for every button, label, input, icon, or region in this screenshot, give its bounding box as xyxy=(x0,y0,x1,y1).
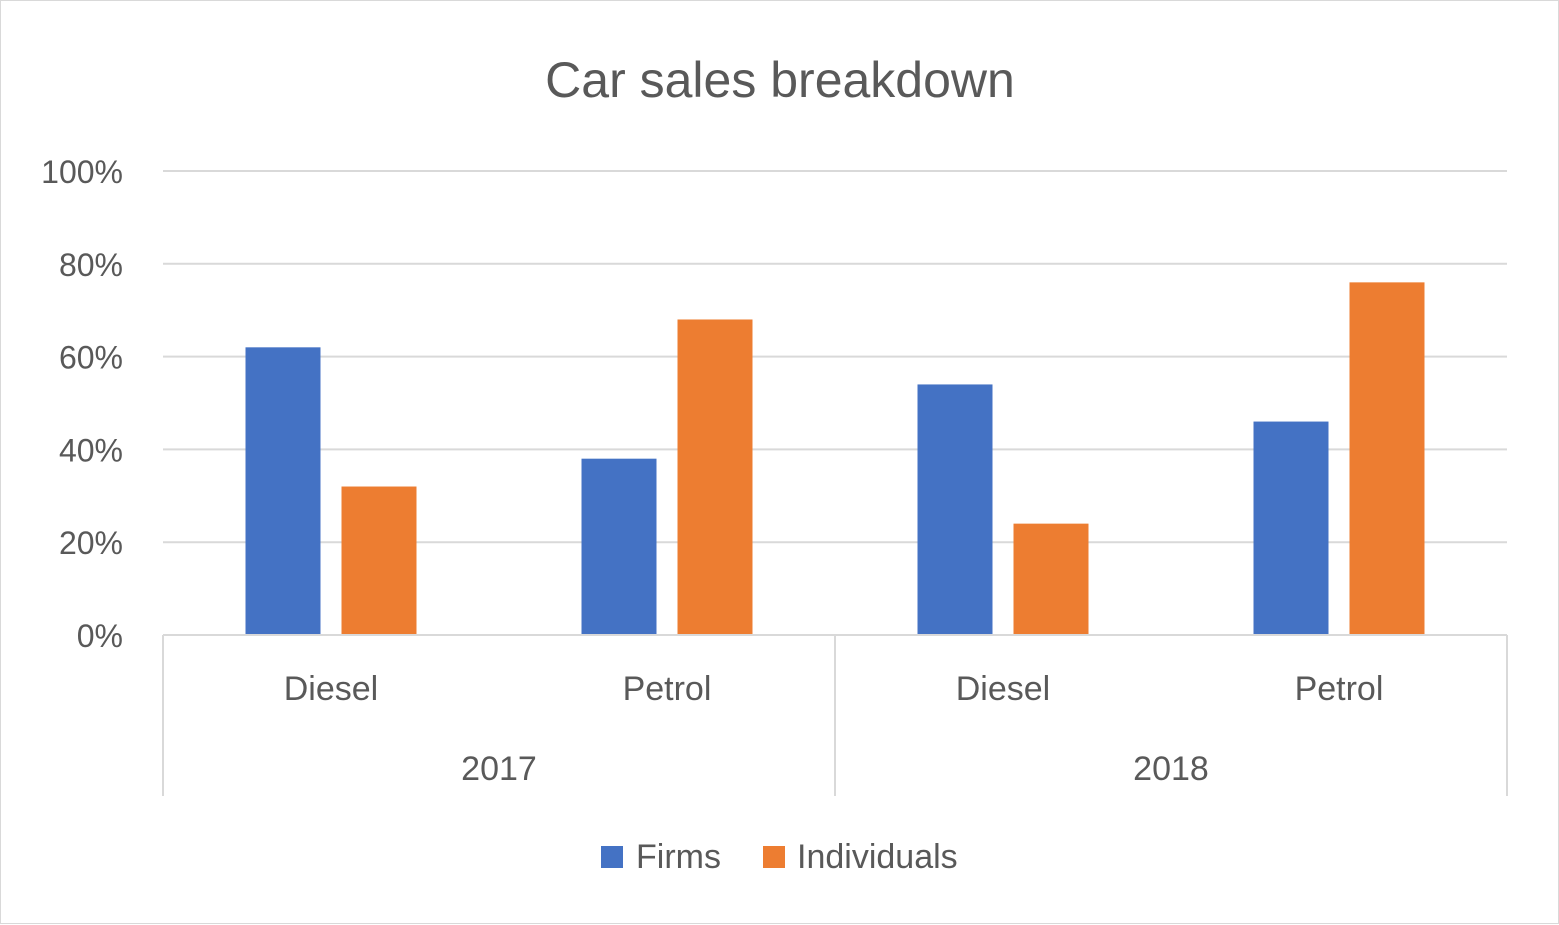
y-tick-label: 20% xyxy=(59,525,123,561)
y-axis-ticks: 0% 20% 40% 60% 80% 100% xyxy=(41,154,123,654)
legend-label-individuals: Individuals xyxy=(797,838,958,876)
bars xyxy=(245,282,1425,635)
y-tick-label: 0% xyxy=(77,618,123,654)
legend-swatch-firms xyxy=(601,846,623,868)
bar-individuals xyxy=(677,319,753,635)
bar-individuals xyxy=(1349,282,1425,635)
legend: Firms Individuals xyxy=(601,838,958,876)
bar-individuals xyxy=(341,486,417,635)
bar-firms xyxy=(245,347,321,635)
chart-title: Car sales breakdown xyxy=(545,52,1015,108)
legend-label-firms: Firms xyxy=(636,838,721,876)
x-tick-label: Diesel xyxy=(956,670,1050,708)
x-group-label: 2017 xyxy=(461,750,537,788)
y-tick-label: 60% xyxy=(59,340,123,376)
bar-individuals xyxy=(1013,523,1089,635)
bar-firms xyxy=(581,458,657,635)
bar-firms xyxy=(1253,421,1329,635)
x-tick-label: Petrol xyxy=(623,670,712,708)
x-group-label: 2018 xyxy=(1133,750,1209,788)
y-tick-label: 80% xyxy=(59,247,123,283)
y-tick-label: 100% xyxy=(41,154,123,190)
x-axis: Diesel Petrol Diesel Petrol 2017 2018 xyxy=(162,634,1508,796)
x-tick-label: Diesel xyxy=(284,670,378,708)
x-tick-label: Petrol xyxy=(1295,670,1384,708)
y-tick-label: 40% xyxy=(59,432,123,468)
bar-firms xyxy=(917,384,993,635)
legend-swatch-individuals xyxy=(763,846,785,868)
